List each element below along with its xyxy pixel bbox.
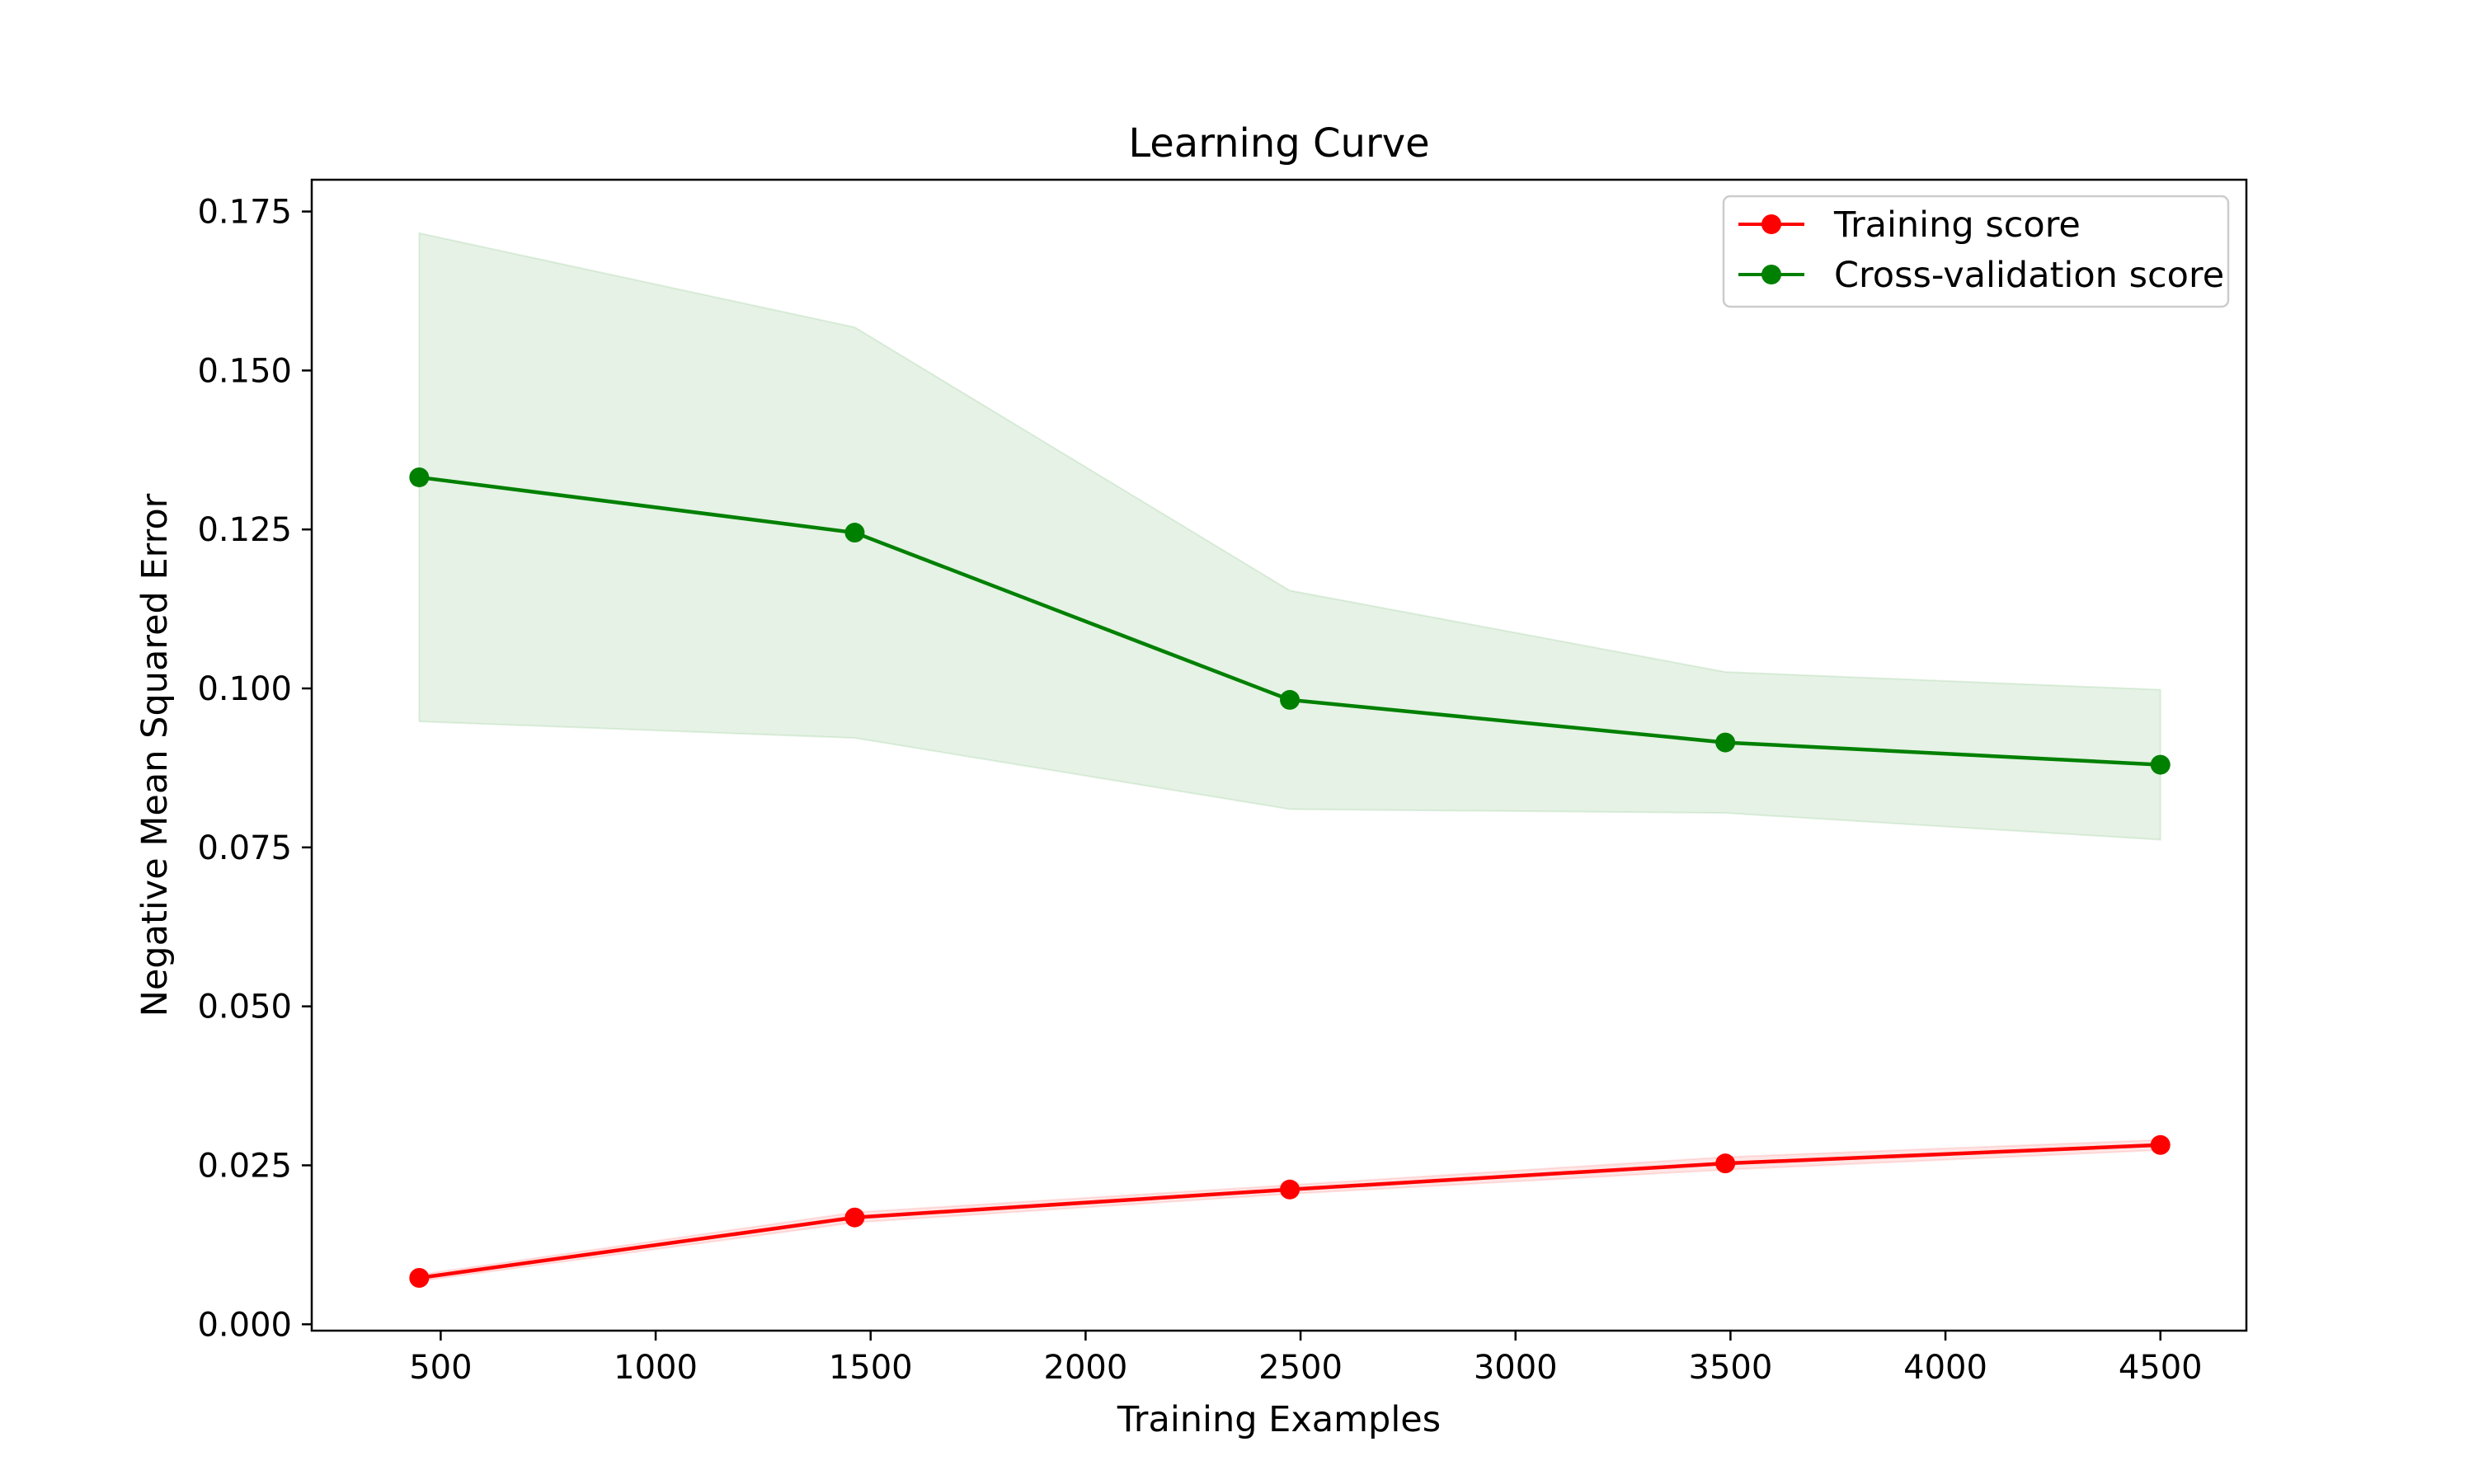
band-cross-validation-score (418, 232, 2161, 841)
x-tick-label-3: 2000 (1044, 1349, 1128, 1387)
legend-marker-training (1761, 214, 1781, 234)
y-tick-label-7: 0.175 (197, 194, 292, 232)
legend-label-training: Training score (1833, 204, 2081, 246)
point-cross-validation-score-0 (409, 467, 430, 487)
x-tick-label-6: 3500 (1689, 1349, 1773, 1387)
point-cross-validation-score-1 (844, 523, 865, 543)
x-tick-label-7: 4000 (1903, 1349, 1987, 1387)
x-tick-label-8: 4500 (2119, 1349, 2203, 1387)
x-tick-label-5: 3000 (1474, 1349, 1558, 1387)
legend-box (1722, 195, 2230, 308)
y-tick-label-2: 0.050 (197, 989, 292, 1026)
point-training-score-3 (1715, 1153, 1736, 1174)
y-tick-label-0: 0.000 (197, 1306, 292, 1344)
point-cross-validation-score-2 (1280, 689, 1300, 710)
x-tick-label-4: 2500 (1258, 1349, 1343, 1387)
x-tick-label-1: 1000 (614, 1349, 698, 1387)
y-axis-ticks: 0.000 0.025 0.050 0.075 0.100 0.125 0.150 0.175 (197, 194, 312, 1344)
legend-label-cross-validation: Cross-validation score (1834, 255, 2224, 296)
axes-frame (310, 178, 2248, 1332)
point-training-score-0 (409, 1267, 430, 1288)
x-tick-label-2: 1500 (829, 1349, 913, 1387)
point-cross-validation-score-3 (1715, 732, 1736, 753)
legend-marker-cross-validation (1761, 265, 1781, 284)
legend: Training score Cross-validation score (1722, 195, 2230, 308)
y-tick-label-3: 0.075 (197, 829, 292, 867)
x-axis-label: Training Examples (1117, 1399, 1441, 1440)
plot-area (409, 232, 2171, 1288)
y-tick-label-5: 0.125 (197, 511, 292, 549)
series-markers (409, 467, 2171, 1288)
chart-title: Learning Curve (1128, 120, 1429, 167)
y-axis-label: Negative Mean Squared Error (134, 493, 176, 1017)
y-tick-label-1: 0.025 (197, 1147, 292, 1185)
x-axis-ticks: 500 1000 1500 2000 2500 3000 3500 4000 4500 (409, 1331, 2203, 1387)
point-training-score-1 (844, 1207, 865, 1228)
point-cross-validation-score-4 (2150, 754, 2171, 775)
point-training-score-2 (1280, 1179, 1300, 1200)
x-tick-label-0: 500 (409, 1349, 472, 1387)
point-training-score-4 (2150, 1134, 2171, 1155)
y-tick-label-6: 0.150 (197, 352, 292, 390)
y-tick-label-4: 0.100 (197, 670, 292, 708)
